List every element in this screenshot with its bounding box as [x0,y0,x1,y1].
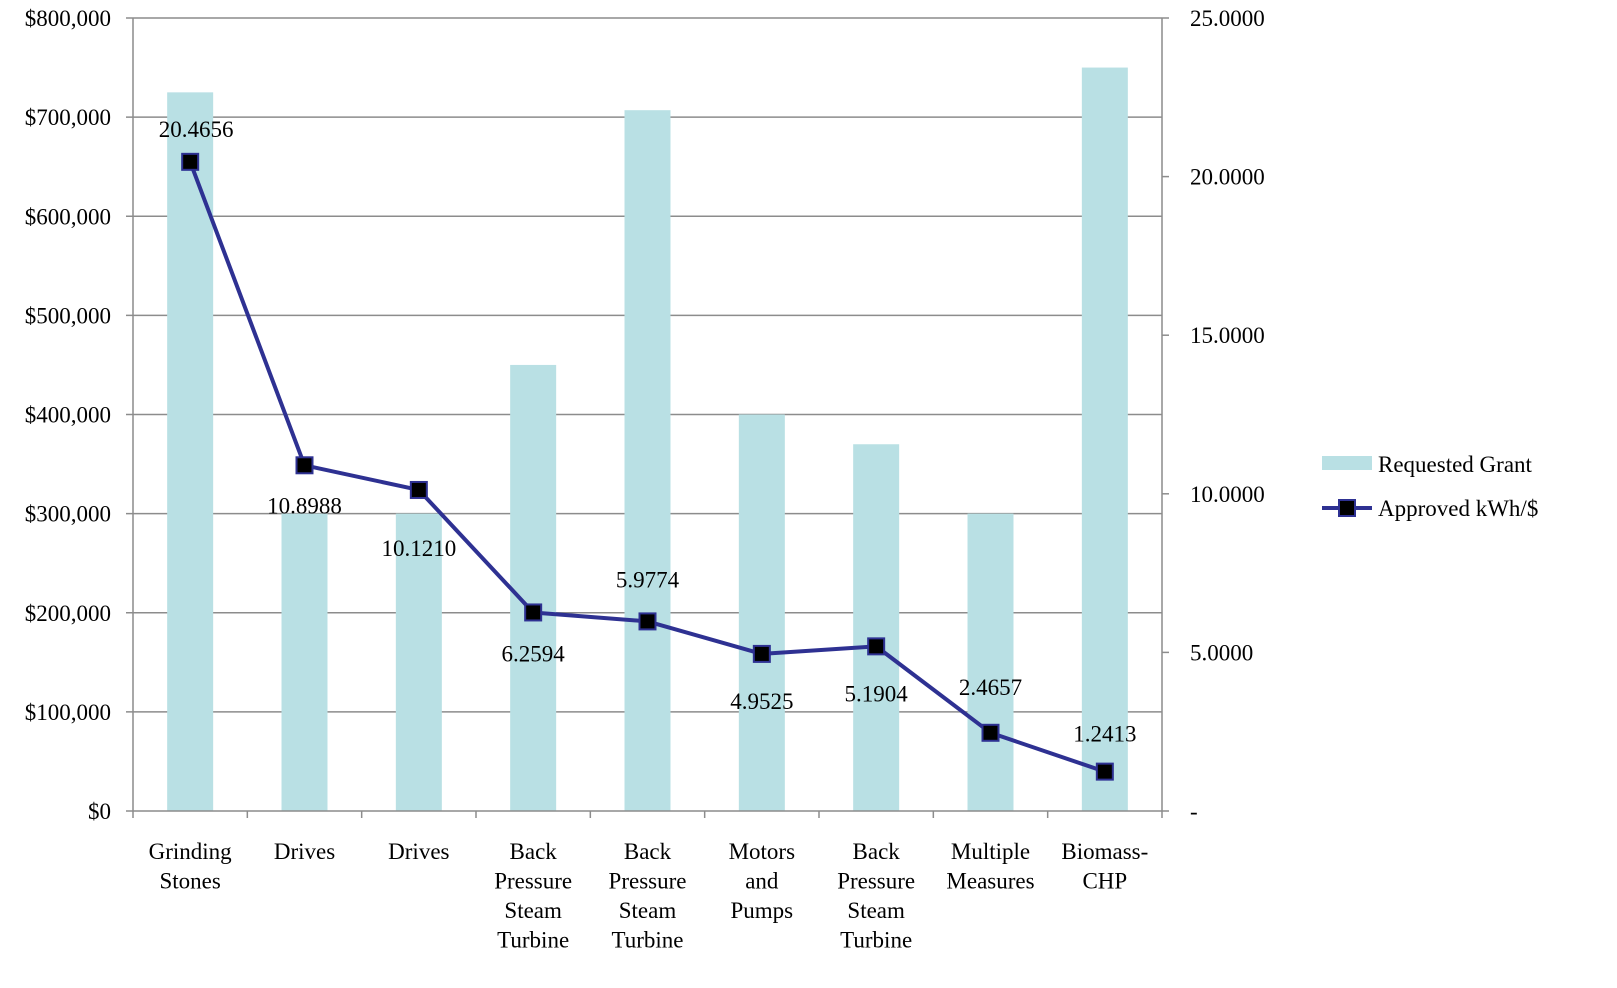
data-label: 5.9774 [616,567,680,592]
bar [510,364,557,811]
data-point [752,644,771,663]
bar [1081,67,1128,811]
bar [624,110,671,811]
x-tick-label: Motors and Pumps [729,839,796,923]
data-label: 5.1904 [845,681,909,706]
y2-tick-label: 15.0000 [1190,323,1265,348]
data-labels: 20.4656 10.8988 10.1210 6.2594 5.9774 4.9525 5… [159,117,1137,747]
x-tick-label: Back Pressure Steam Turbine [494,839,572,953]
y-tick-label: $100,000 [25,700,111,725]
data-point [867,637,886,656]
data-label: 10.1210 [381,536,456,561]
bar [738,414,785,811]
legend-marker-approved-kwh [1338,499,1356,517]
legend-label-approved-kwh: Approved kWh/$ [1378,496,1538,521]
y2-tick-label: 25.0000 [1190,6,1265,31]
y-tick-label: $500,000 [25,303,111,328]
data-label: 6.2594 [502,641,566,666]
data-label: 4.9525 [730,689,793,714]
y2-tick-label: - [1190,799,1198,824]
bar [967,513,1014,811]
bar [853,444,900,811]
data-point [638,612,657,631]
x-tick-label: Biomass-CHP [1061,839,1148,894]
y-tick-label: $700,000 [25,105,111,130]
y-tick-label: $200,000 [25,601,111,626]
bar [167,92,214,811]
data-label: 2.4657 [959,675,1022,700]
data-point [181,152,200,171]
y2-tick-label: 10.0000 [1190,482,1265,507]
x-tick-label: Drives [274,839,335,864]
x-tick-label: Back Pressure Steam Turbine [609,839,687,953]
y-tick-label: $600,000 [25,204,111,229]
line-series [181,152,1114,781]
x-tick-label: Drives [388,839,449,864]
x-tick-label: Multiple Measures [946,839,1034,894]
data-point [981,723,1000,742]
data-point [1095,762,1114,781]
y-tick-label: $300,000 [25,502,111,527]
legend-label-requested-grant: Requested Grant [1378,452,1533,477]
y2-tick-label: 20.0000 [1190,165,1265,190]
data-label: 1.2413 [1073,722,1136,747]
y-tick-label: $0 [88,799,111,824]
data-label: 20.4656 [159,117,234,142]
bars [167,67,1128,811]
data-point [524,603,543,622]
data-point [409,480,428,499]
bar [395,513,442,811]
bar [281,513,328,811]
y-tick-label: $800,000 [25,6,111,31]
legend-swatch-requested-grant [1322,456,1372,470]
y-tick-label: $400,000 [25,403,111,428]
data-label: 10.8988 [267,493,342,518]
data-point [295,456,314,475]
y2-tick-label: 5.0000 [1190,640,1253,665]
axes: $0 $100,000 $200,000 $300,000 $400,000 $500,0… [25,6,1265,953]
legend: Requested Grant Approved kWh/$ [1322,452,1538,521]
x-tick-label: Grinding Stones [149,839,233,894]
x-tick-label: Back Pressure Steam Turbine [837,839,915,953]
